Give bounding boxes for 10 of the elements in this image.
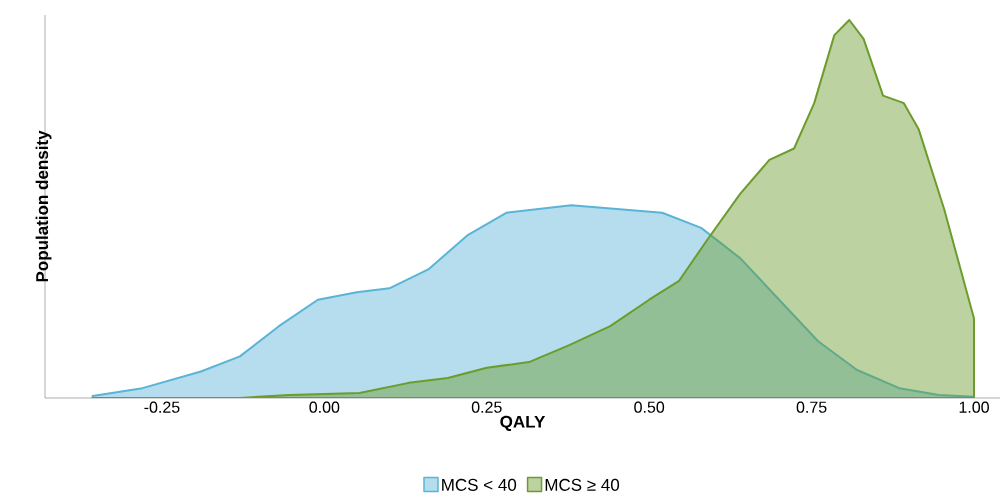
- x-tick-label: 1.00: [959, 401, 989, 413]
- legend-label: MCS < 40: [442, 478, 517, 491]
- x-axis-title: QALY: [500, 415, 546, 431]
- x-tick-label: -0.25: [144, 401, 180, 413]
- x-tick-label: 0.25: [471, 401, 502, 413]
- legend-label: MCS ≥ 40: [545, 478, 620, 491]
- x-tick-label: 0.75: [796, 401, 827, 413]
- x-tick-label: 0.50: [634, 401, 665, 413]
- x-tick-label: 0.00: [309, 401, 340, 413]
- y-axis-title: Population density: [35, 130, 52, 282]
